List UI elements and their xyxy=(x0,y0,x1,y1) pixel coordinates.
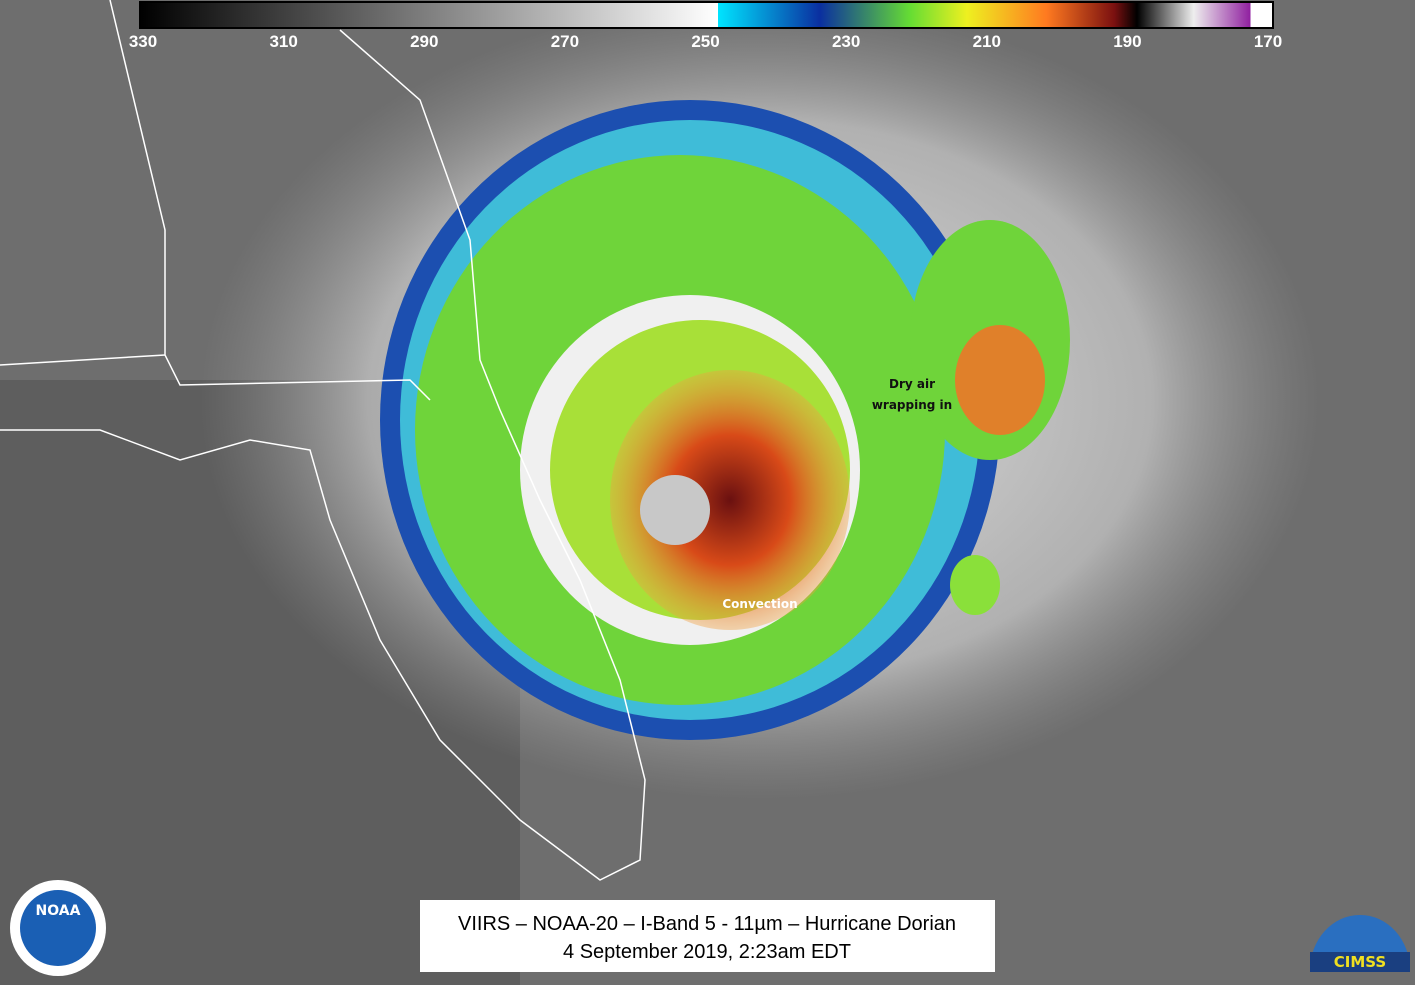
colorbar-label: 250 xyxy=(691,32,719,51)
border xyxy=(109,0,431,401)
cell xyxy=(950,555,1000,615)
caption: 4 September 2019, 2:23am EDT xyxy=(563,941,851,963)
logo-text: CIMSS xyxy=(1334,953,1386,971)
border xyxy=(0,354,166,366)
outer-band-core xyxy=(955,325,1045,435)
caption-box xyxy=(420,900,995,972)
core xyxy=(610,370,850,630)
colorbar-label: 270 xyxy=(551,32,579,51)
colorbar-label: 290 xyxy=(410,32,438,51)
colorbar-label: 170 xyxy=(1254,32,1282,51)
noaa-logo xyxy=(20,890,96,966)
annotation: Convection xyxy=(722,597,797,611)
caption: VIIRS – NOAA-20 – I-Band 5 - 11µm – Hurr… xyxy=(458,913,956,935)
cimss-logo xyxy=(1310,952,1410,972)
annotation: Dry air xyxy=(889,377,935,391)
colorbar-label: 310 xyxy=(269,32,297,51)
colorbar xyxy=(139,1,1274,29)
annotation: wrapping in xyxy=(872,398,952,412)
logo-text: NOAA xyxy=(36,903,81,919)
colorbar-label: 330 xyxy=(129,32,157,51)
colorbar-label: 230 xyxy=(832,32,860,51)
coastline xyxy=(0,29,646,881)
colorbar-label: 190 xyxy=(1113,32,1141,51)
eye xyxy=(640,475,710,545)
colorbar-label: 210 xyxy=(973,32,1001,51)
